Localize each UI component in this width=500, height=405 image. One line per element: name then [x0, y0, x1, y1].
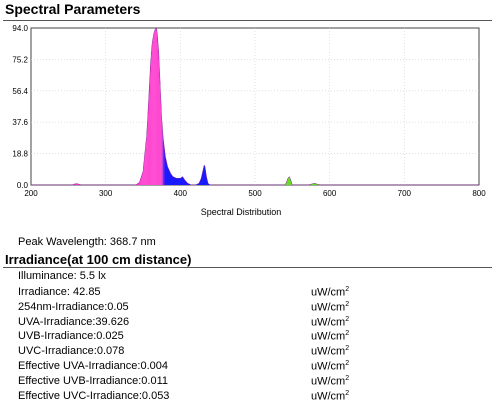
- measurement-label: UVB-Irradiance:0.025: [18, 330, 124, 343]
- spectrum-line: [31, 27, 479, 186]
- section-title-spectral-parameters: Spectral Parameters: [5, 1, 141, 17]
- y-tick-label: 18.8: [12, 150, 28, 159]
- measurement-label: Effective UVB-Irradiance:0.011: [18, 374, 169, 387]
- measurement-unit: uW/cm2: [311, 360, 350, 373]
- x-tick-label: 600: [323, 189, 337, 198]
- y-tick-label: 0.0: [17, 181, 29, 190]
- x-axis-label: Spectral Distribution: [201, 207, 282, 217]
- x-tick-label: 500: [248, 189, 262, 198]
- section-title-irradiance: Irradiance(at 100 cm distance): [5, 252, 192, 267]
- y-tick-label: 75.2: [12, 55, 28, 64]
- measurement-unit: uW/cm2: [311, 389, 350, 403]
- spectral-distribution-chart: 200 300 400 500 600 700 800 0.0 18.8 37.6 56.4 75.2…: [12, 24, 486, 217]
- x-tick-label: 200: [24, 189, 38, 198]
- y-tick-label: 37.6: [12, 118, 28, 127]
- measurement-label: Effective UVA-Irradiance:0.004: [18, 360, 169, 372]
- title-divider: [3, 20, 492, 21]
- measurement-unit: uW/cm2: [311, 286, 350, 299]
- peak-wavelength: Peak Wavelength: 368.7 nm: [18, 236, 156, 248]
- x-tick-label: 300: [99, 189, 113, 198]
- measurement-unit: uW/cm2: [311, 374, 350, 388]
- tick-labels: 200 300 400 500 600 700 800 0.0 18.8 37.6 56.4 75.2…: [12, 24, 486, 198]
- x-tick-label: 800: [472, 189, 486, 198]
- measurement-unit: uW/cm2: [311, 330, 350, 344]
- y-tick-label: 56.4: [12, 87, 28, 96]
- measurement-label: UVC-Irradiance:0.078: [18, 345, 125, 358]
- x-tick-label: 400: [174, 189, 188, 198]
- measurement-label: 254nm-Irradiance:0.05: [18, 300, 129, 313]
- measurement-unit: uW/cm2: [311, 345, 350, 358]
- measurement-unit: uW/cm2: [311, 300, 350, 314]
- measurement-label: UVA-Irradiance:39.626: [18, 315, 130, 328]
- grid: [31, 28, 479, 185]
- measurement-label: Irradiance: 42.85: [18, 286, 101, 298]
- measurement-unit: uW/cm2: [311, 315, 350, 329]
- illuminance-value: Illuminance: 5.5 lx: [18, 270, 107, 282]
- x-tick-label: 700: [398, 189, 412, 198]
- series-layer: [31, 27, 479, 186]
- measurement-label: Effective UVC-Irradiance:0.053: [18, 389, 170, 402]
- irradiance-divider: [3, 267, 492, 268]
- y-tick-label: 94.0: [12, 24, 28, 33]
